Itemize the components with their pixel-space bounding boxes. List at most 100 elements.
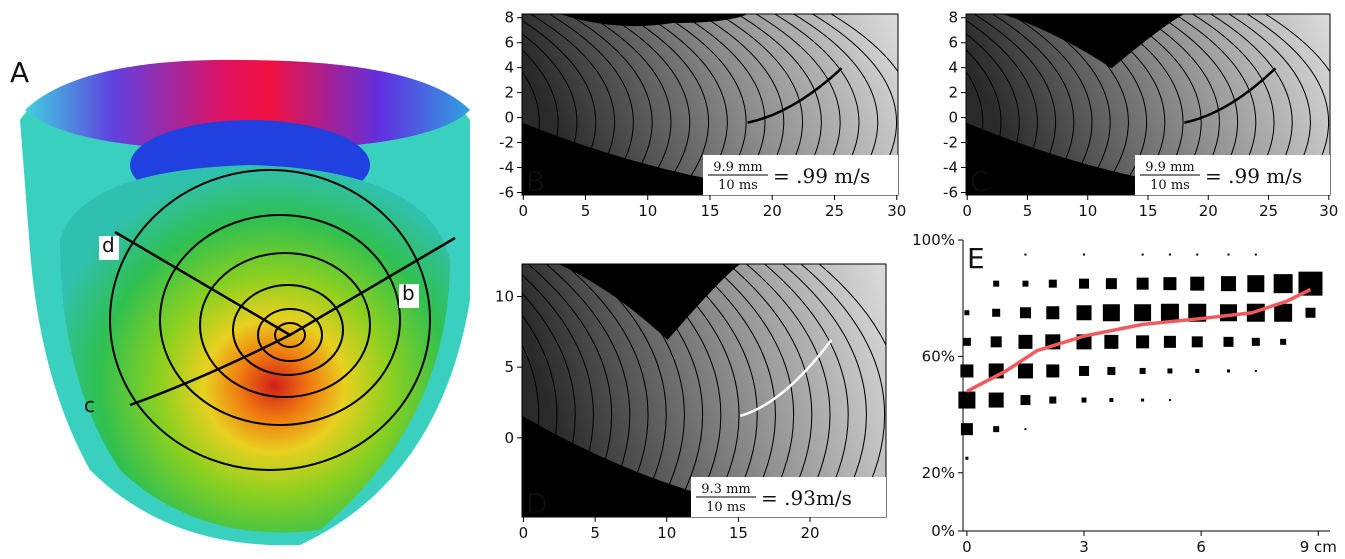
y-tick-label: 0 bbox=[504, 109, 514, 127]
square-marker bbox=[1024, 253, 1027, 256]
square-marker bbox=[1251, 337, 1260, 346]
annotation: d bbox=[102, 233, 115, 257]
x-tick-label: 0 bbox=[518, 202, 528, 220]
square-marker bbox=[990, 336, 1002, 348]
trend-line bbox=[966, 287, 1312, 393]
square-marker bbox=[1167, 368, 1173, 374]
x-tick-label: 15 bbox=[1138, 202, 1157, 220]
square-marker bbox=[1081, 397, 1087, 403]
x-tick-label: 0 bbox=[519, 524, 529, 542]
square-marker bbox=[1190, 276, 1205, 291]
x-tick-label: 0 bbox=[962, 538, 972, 555]
square-marker bbox=[1105, 278, 1117, 290]
equation-numerator: 9.9 mm bbox=[713, 160, 762, 175]
x-tick-label: 0 bbox=[962, 202, 972, 220]
y-tick-label: -4 bbox=[943, 159, 958, 177]
square-marker bbox=[1076, 305, 1092, 321]
x-tick-label: 15 bbox=[729, 524, 748, 542]
square-marker bbox=[1220, 276, 1236, 292]
square-marker bbox=[1196, 253, 1199, 256]
square-marker bbox=[1048, 279, 1057, 288]
square-marker bbox=[1195, 368, 1200, 373]
panel bbox=[521, 263, 887, 518]
square-marker bbox=[1305, 307, 1316, 318]
y-tick-label: 20% bbox=[922, 464, 955, 482]
square-marker bbox=[1223, 336, 1234, 347]
label-box bbox=[99, 236, 119, 260]
y-tick-label: -2 bbox=[499, 134, 514, 152]
square-marker bbox=[1226, 369, 1230, 373]
square-marker bbox=[988, 392, 1004, 408]
square-marker bbox=[1274, 303, 1293, 322]
y-tick-label: -6 bbox=[499, 184, 514, 202]
label-box bbox=[965, 242, 991, 272]
square-marker bbox=[1018, 334, 1033, 349]
square-marker bbox=[1079, 365, 1090, 376]
square-marker bbox=[1191, 336, 1203, 348]
x-tick-label: 5 bbox=[581, 202, 591, 220]
square-marker bbox=[1227, 253, 1230, 256]
square-marker bbox=[1107, 366, 1116, 375]
panel bbox=[521, 13, 899, 196]
y-tick-label: 0% bbox=[931, 522, 955, 540]
square-marker bbox=[1024, 428, 1027, 431]
square-marker bbox=[1046, 306, 1060, 320]
contour-line bbox=[623, 14, 709, 195]
square-marker bbox=[958, 391, 976, 409]
x-tick-label: 10 bbox=[638, 202, 657, 220]
y-tick-label: 6 bbox=[948, 34, 958, 52]
panel-label: B bbox=[526, 165, 545, 198]
square-marker bbox=[1020, 395, 1031, 406]
contour-line bbox=[830, 14, 898, 195]
panel bbox=[965, 13, 1331, 196]
velocity-line bbox=[740, 339, 833, 418]
y-tick-label: -6 bbox=[943, 184, 958, 202]
square-marker bbox=[1102, 304, 1120, 322]
y-tick-label: 2 bbox=[504, 84, 514, 102]
square-marker bbox=[1273, 274, 1293, 294]
velocity-line bbox=[747, 67, 843, 124]
blocked-region bbox=[558, 264, 741, 340]
x-tick-label: 25 bbox=[825, 202, 844, 220]
square-marker bbox=[1136, 277, 1149, 290]
square-marker bbox=[1219, 304, 1237, 322]
label-box bbox=[399, 284, 419, 308]
contour-map bbox=[522, 264, 886, 517]
velocity-line bbox=[1184, 67, 1277, 124]
x-tick-label: 6 bbox=[1196, 538, 1206, 555]
annotation: c bbox=[84, 393, 95, 417]
y-tick-label: 4 bbox=[948, 59, 958, 77]
square-marker bbox=[1168, 399, 1171, 402]
panel-label: E bbox=[967, 242, 985, 275]
contour-line bbox=[818, 264, 886, 517]
x-tick-label: 5 bbox=[1023, 202, 1033, 220]
x-tick-label: 30 bbox=[1319, 202, 1338, 220]
square-marker bbox=[965, 456, 969, 460]
y-tick-label: 60% bbox=[922, 347, 955, 365]
square-marker bbox=[1141, 398, 1145, 402]
y-tick-label: -4 bbox=[499, 159, 514, 177]
x-tick-label: 15 bbox=[700, 202, 719, 220]
y-tick-label: 100% bbox=[912, 231, 955, 249]
x-tick-label: 10 bbox=[1078, 202, 1097, 220]
equation-denominator: 10 ms bbox=[718, 178, 758, 193]
square-marker bbox=[960, 364, 974, 378]
blocked-region bbox=[522, 122, 748, 195]
square-marker bbox=[1046, 364, 1060, 378]
square-marker bbox=[1083, 253, 1086, 256]
square-marker bbox=[1247, 275, 1265, 293]
y-tick-label: 0 bbox=[504, 429, 514, 447]
isochrones bbox=[109, 169, 431, 471]
square-marker bbox=[1134, 304, 1152, 322]
blocked-region bbox=[966, 122, 1185, 195]
square-marker bbox=[1017, 363, 1033, 379]
equation-denominator: 10 ms bbox=[706, 500, 746, 515]
x-tick-label: 9 cm bbox=[1300, 538, 1337, 555]
square-marker bbox=[992, 308, 1001, 317]
equation-numerator: 9.9 mm bbox=[1145, 160, 1194, 175]
square-marker bbox=[1139, 367, 1146, 374]
square-marker bbox=[1136, 335, 1150, 349]
y-tick-label: 2 bbox=[948, 84, 958, 102]
square-marker bbox=[1280, 338, 1287, 345]
equation-numerator: 9.3 mm bbox=[701, 482, 750, 497]
